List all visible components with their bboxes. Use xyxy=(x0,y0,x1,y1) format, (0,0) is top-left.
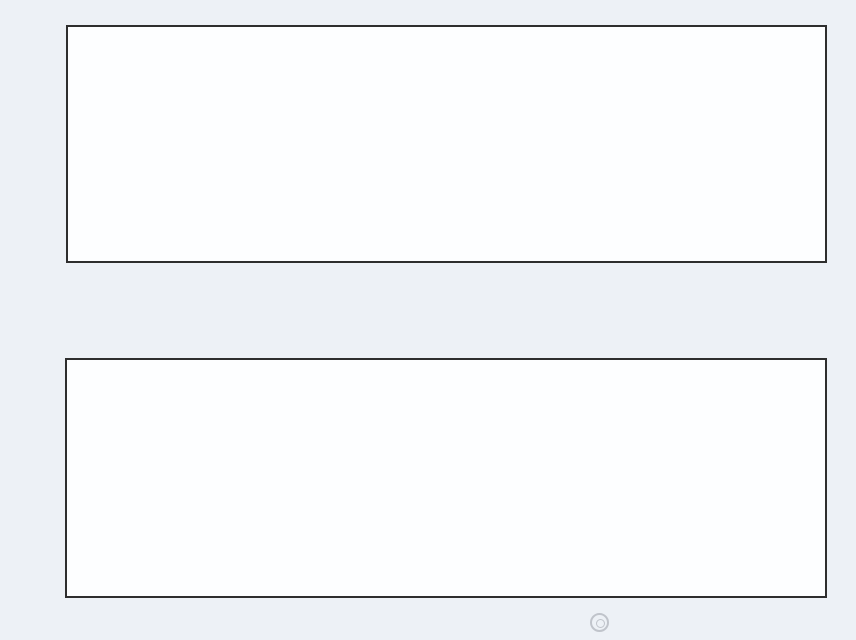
frequency-domain-spectrum-canvas xyxy=(67,360,825,596)
watermark-circle-logo-icon xyxy=(590,613,609,632)
frequency-domain-plot xyxy=(65,358,827,598)
watermark xyxy=(590,610,619,640)
time-domain-waveform-canvas xyxy=(68,27,825,261)
time-domain-plot xyxy=(66,25,827,263)
